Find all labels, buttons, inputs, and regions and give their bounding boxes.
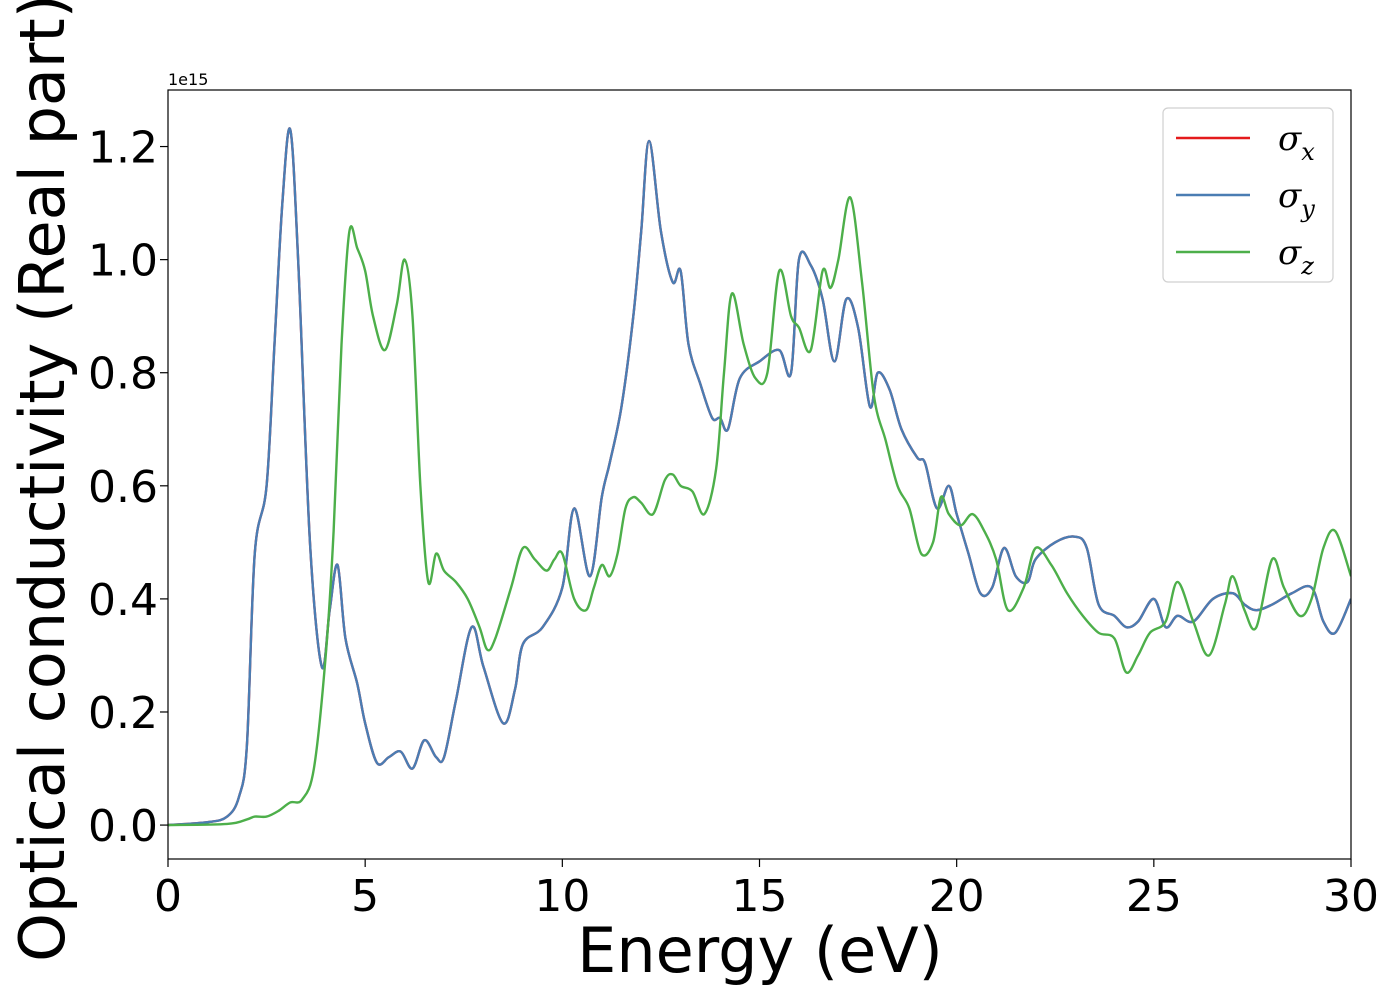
y-tick-label: 0.4 — [88, 575, 158, 626]
y-tick-label: 1.2 — [88, 123, 158, 174]
y-tick-label: 0.6 — [88, 462, 158, 513]
legend: σx σy σz — [1162, 107, 1334, 283]
legend-label-y: σy — [1278, 176, 1315, 223]
legend-label-x: σx — [1278, 119, 1315, 166]
x-tick-label: 25 — [1126, 871, 1182, 922]
y-tick-label: 0.8 — [88, 349, 158, 400]
x-tick-label: 30 — [1323, 871, 1379, 922]
series-line-z — [168, 196, 1351, 827]
y-tick-label: 0.2 — [88, 688, 158, 739]
x-tick-label: 0 — [154, 871, 182, 922]
legend-label-z: σz — [1278, 233, 1314, 280]
y-tick-label: 0.0 — [88, 801, 158, 852]
y-tick-label: 1.0 — [88, 236, 158, 287]
x-tick-label: 5 — [351, 871, 379, 922]
x-tick-label: 10 — [534, 871, 590, 922]
series-layer — [168, 127, 1351, 827]
x-axis-title: Energy (eV) — [577, 914, 943, 987]
x-tick-label: 20 — [929, 871, 985, 922]
y-axis-title: Optical conductivity (Real part) — [6, 0, 79, 962]
series-line-y — [168, 127, 1351, 827]
x-tick-label: 15 — [732, 871, 788, 922]
y-axis-offset-label: 1e15 — [168, 70, 208, 89]
x-axis-ticks: 0 5 10 15 20 25 30 — [154, 859, 1379, 922]
y-axis-ticks: 0.0 0.2 0.4 0.6 0.8 1.0 1.2 — [88, 123, 168, 852]
